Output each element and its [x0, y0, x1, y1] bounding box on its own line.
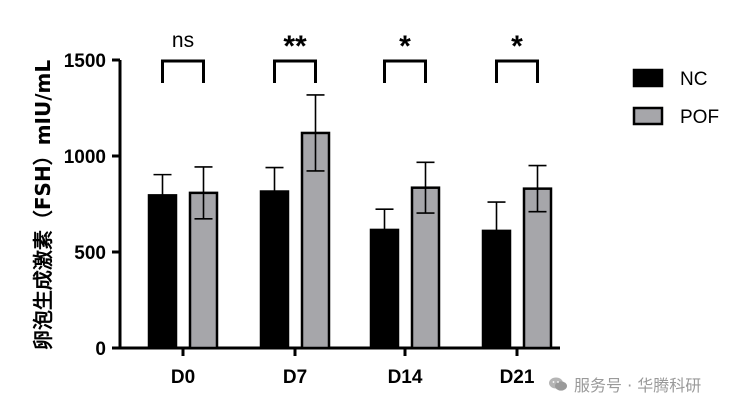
bracket-D0 [161, 59, 205, 83]
x-tick-label-D14: D14 [388, 367, 423, 388]
legend: NC POF [632, 68, 719, 128]
watermark-text: 服务号 · 华腾科研 [574, 376, 702, 395]
significance-label-D7: ** [283, 30, 307, 63]
x-tick-label-D21: D21 [500, 367, 535, 388]
legend-label-NC: NC [680, 69, 707, 90]
y-tick-label-2: 1000 [64, 147, 106, 168]
y-axis-label: 卵泡生成激素（FSH）mIU/mL [31, 60, 55, 350]
bar-NC-D7 [259, 190, 290, 350]
x-tick-label-D7: D7 [283, 367, 307, 388]
significance-brackets: ns ** * * [161, 29, 539, 83]
bar-NC-D21 [481, 229, 512, 350]
bars [147, 94, 553, 350]
x-tick-label-D0: D0 [171, 367, 195, 388]
bar-NC-D0 [147, 194, 178, 350]
bar-NC-D14 [369, 228, 400, 350]
y-tick-label-1: 500 [74, 243, 106, 264]
significance-label-D14: * [399, 30, 411, 63]
bracket-D7 [273, 59, 317, 83]
significance-label-D21: * [511, 30, 523, 63]
legend-swatch-NC [632, 68, 664, 88]
watermark: 服务号 · 华腾科研 [548, 372, 701, 396]
bracket-D14 [383, 59, 427, 83]
wechat-icon [549, 377, 567, 391]
bar-POF-D14 [410, 186, 441, 350]
legend-swatch-POF [632, 106, 664, 126]
legend-label-POF: POF [680, 107, 719, 128]
y-tick-label-3: 1500 [64, 51, 106, 72]
y-tick-label-0: 0 [95, 339, 106, 360]
significance-label-D0: ns [172, 29, 194, 52]
bracket-D21 [495, 59, 539, 83]
bar-POF-D21 [522, 187, 553, 350]
